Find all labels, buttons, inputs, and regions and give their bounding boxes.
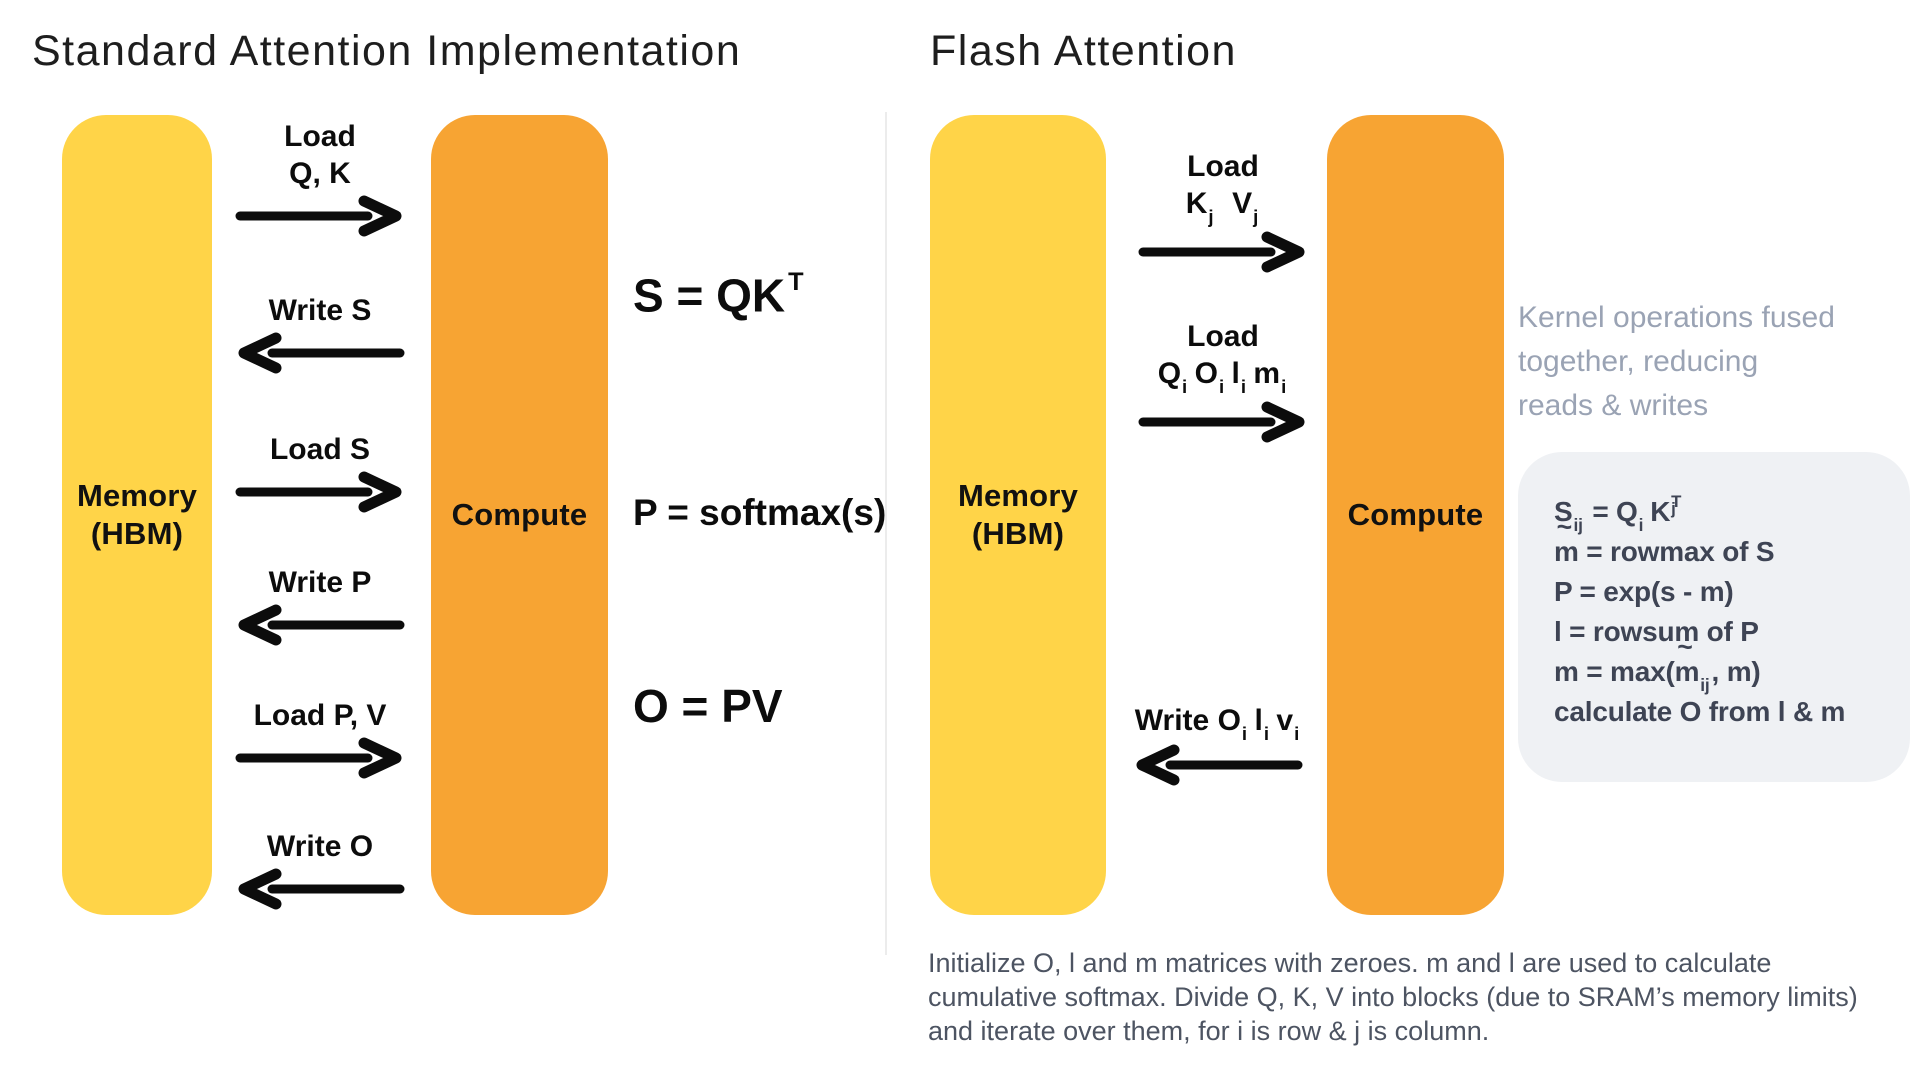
footnote-line3: and iterate over them, for i is row & j … <box>928 1016 1490 1046</box>
kernel-formula-exp: P = exp(s - m) <box>1554 576 1734 607</box>
left-arrow-write-s: Write S <box>232 292 408 380</box>
left-memory-label-line2: (HBM) <box>90 516 184 551</box>
right-arrow-icon <box>235 471 402 513</box>
right-memory-label-line2: (HBM) <box>971 516 1065 551</box>
arrow-label: Write Oi li vi <box>1134 704 1300 745</box>
footnote: Initialize O, l and m matrices with zero… <box>928 946 1858 1048</box>
kernel-formula-max: m = max(~ mij, m) <box>1554 632 1761 695</box>
left-arrow-load-s: Load S <box>232 431 408 519</box>
arrow-label: Write S <box>268 294 372 327</box>
right-arrow-icon <box>1138 231 1305 273</box>
kernel-formula-rowmax: ~ m = rowmax of S <box>1554 512 1775 567</box>
left-arrow-write-p: Write P <box>232 564 408 652</box>
left-arrow-load-qk: Load Q, K <box>232 118 408 243</box>
right-section-title: Flash Attention <box>930 27 1237 75</box>
formula-s-qkt: S = QK T <box>633 254 804 324</box>
kernel-note-line3: reads & writes <box>1518 389 1709 422</box>
kernel-note: Kernel operations fused together, reduci… <box>1518 296 1835 428</box>
right-arrow-icon <box>235 737 402 779</box>
left-arrow-icon <box>238 604 405 646</box>
footnote-line1: Initialize O, l and m matrices with zero… <box>928 948 1772 978</box>
formula-base: S = QK <box>633 269 786 322</box>
left-section-title: Standard Attention Implementation <box>32 27 742 75</box>
arrow-label: Write O <box>266 830 374 863</box>
right-arrow-icon <box>235 195 402 237</box>
right-arrow-icon <box>1138 401 1305 443</box>
arrow-label: Q, K <box>289 157 351 190</box>
left-memory-label-line1: Memory <box>76 478 198 513</box>
left-compute-column: Compute <box>431 115 608 915</box>
footnote-line2: cumulative softmax. Divide Q, K, V into … <box>928 982 1858 1012</box>
right-compute-column: Compute <box>1327 115 1504 915</box>
arrow-label: Kj Vj <box>1185 187 1259 228</box>
arrow-label: Load S <box>269 433 370 466</box>
arrow-label: Load <box>1187 320 1259 353</box>
arrow-label: Load <box>284 120 356 153</box>
formula-o-pv: O = PV <box>633 680 783 732</box>
right-memory-label-line1: Memory <box>957 478 1079 513</box>
arrow-label: Load <box>1187 150 1259 183</box>
right-compute-label: Compute <box>1347 497 1484 532</box>
arrow-label: Qi Oi li mi <box>1157 357 1287 398</box>
right-arrow-write-olv: Write Oi li vi <box>1118 702 1318 792</box>
left-arrow-icon <box>1136 744 1303 786</box>
kernel-note-line2: together, reducing <box>1518 345 1759 378</box>
section-divider <box>885 112 887 955</box>
left-compute-label: Compute <box>451 497 588 532</box>
left-arrow-icon <box>238 868 405 910</box>
formula-p-softmax: P = softmax(s) <box>633 492 887 533</box>
right-arrow-load-kv: Load Kj Vj <box>1135 148 1311 279</box>
kernel-formula-rowsum: l = rowsum of P <box>1554 616 1759 647</box>
arrow-label: Load P, V <box>253 699 387 732</box>
right-memory-column: Memory (HBM) <box>930 115 1106 915</box>
arrow-label: Write P <box>268 566 372 599</box>
kernel-formula-calculate-o: calculate O from l & m <box>1554 696 1846 727</box>
left-arrow-load-pv: Load P, V <box>232 697 408 785</box>
left-arrow-icon <box>238 332 405 374</box>
kernel-note-line1: Kernel operations fused <box>1518 301 1835 334</box>
left-arrow-write-o: Write O <box>232 828 408 916</box>
formula-superscript-t: T <box>788 268 804 296</box>
right-arrow-load-qolm: Load Qi Oi li mi <box>1135 318 1311 449</box>
left-memory-column: Memory (HBM) <box>62 115 212 915</box>
